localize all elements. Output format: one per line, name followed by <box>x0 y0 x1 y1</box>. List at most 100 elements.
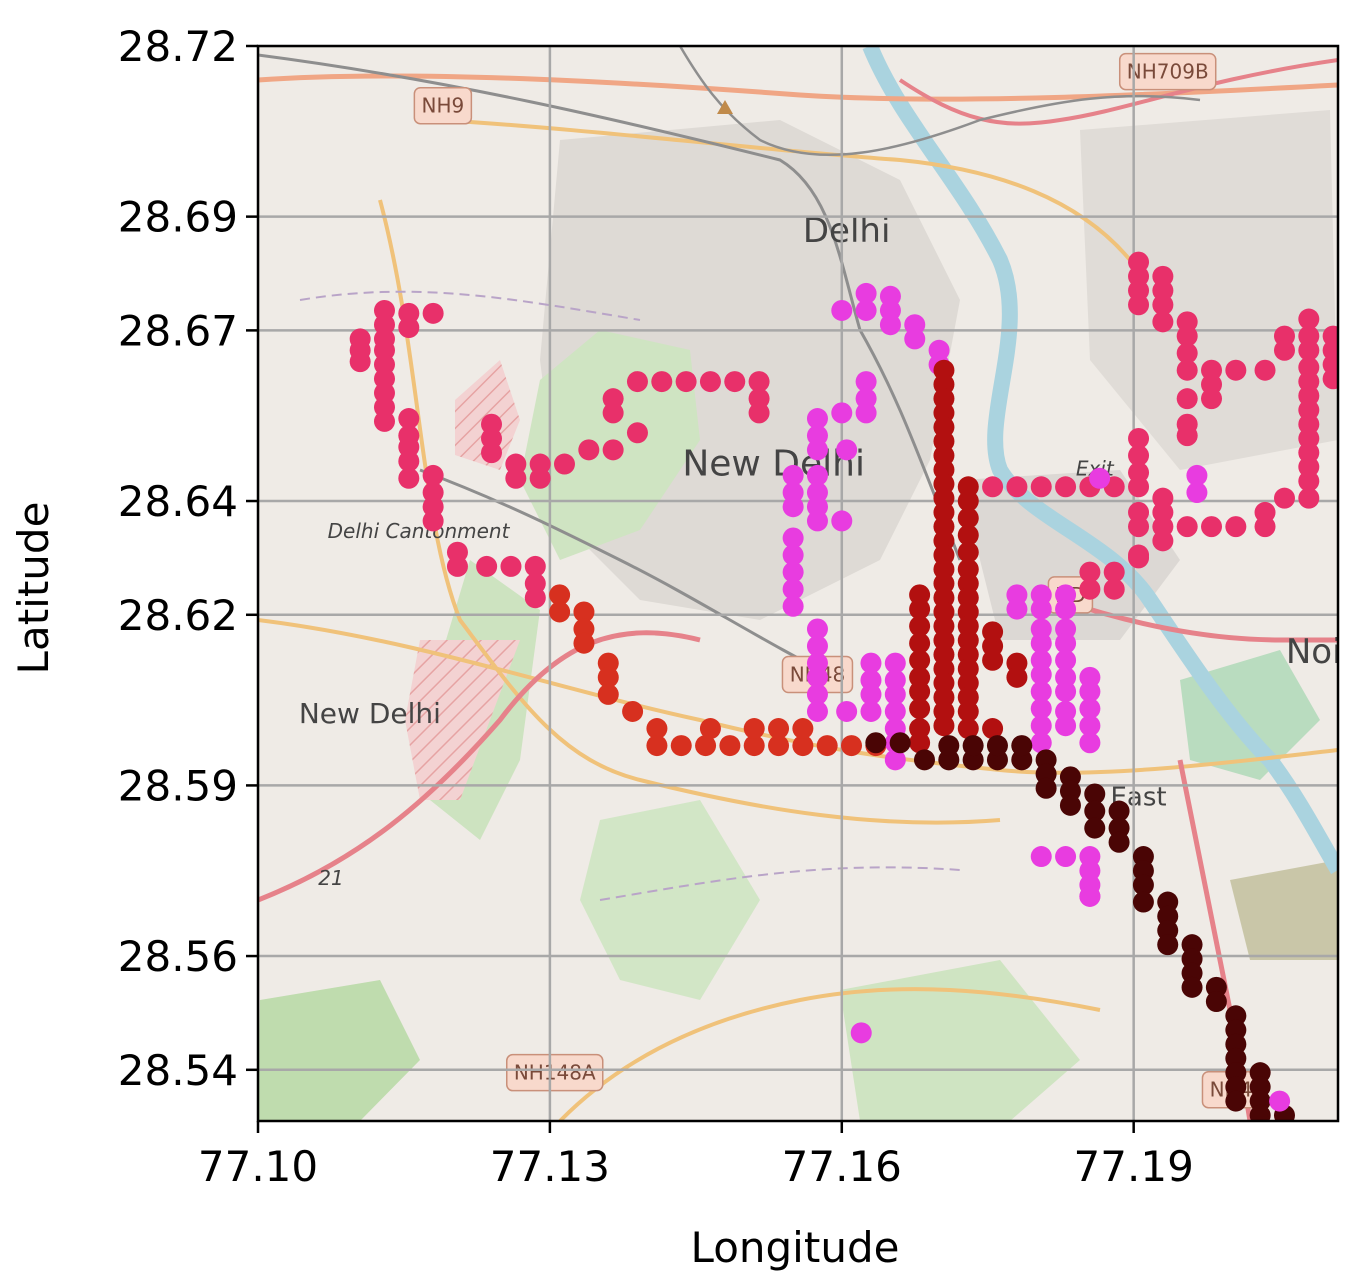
x-tick-label: 77.16 <box>782 1142 902 1191</box>
data-point <box>879 314 901 336</box>
data-point <box>349 351 371 373</box>
data-point <box>909 732 931 754</box>
y-axis: 28.72 28.69 28.67 28.64 28.62 28.59 28.56 28.54 <box>118 22 258 1095</box>
data-point <box>1011 735 1033 757</box>
highway-southwest <box>258 630 701 903</box>
y-tick-label: 28.56 <box>118 932 238 981</box>
data-point <box>1089 467 1111 489</box>
data-point <box>446 555 468 577</box>
data-point <box>699 718 721 740</box>
data-point <box>1084 800 1106 822</box>
data-point <box>553 453 575 475</box>
data-point <box>597 666 619 688</box>
cluster-southeast-tail <box>865 732 1295 1121</box>
data-point <box>889 732 911 754</box>
data-point <box>768 735 790 757</box>
data-point <box>1079 681 1101 703</box>
data-point <box>806 510 828 532</box>
cluster-east-branch <box>982 251 1338 600</box>
data-point <box>1186 481 1208 503</box>
data-point <box>622 700 644 722</box>
data-point <box>602 439 624 461</box>
data-point <box>1298 356 1320 378</box>
data-point <box>398 467 420 489</box>
data-point <box>1059 794 1081 816</box>
data-point <box>909 649 931 671</box>
data-point <box>1201 516 1223 538</box>
data-point <box>909 632 931 654</box>
cluster-west-loop <box>349 299 770 609</box>
cluster-central-spine <box>909 359 1028 754</box>
data-point <box>1055 649 1077 671</box>
data-point <box>1176 342 1198 364</box>
data-point <box>597 683 619 705</box>
data-point <box>913 749 935 771</box>
data-point <box>1030 732 1052 754</box>
data-point <box>476 555 498 577</box>
data-point <box>549 601 571 623</box>
data-point <box>909 698 931 720</box>
data-point <box>860 652 882 674</box>
data-point <box>1249 1104 1271 1121</box>
data-point <box>422 510 444 532</box>
data-point <box>850 1022 872 1044</box>
data-point <box>957 490 979 512</box>
data-point <box>782 527 804 549</box>
data-point <box>1225 516 1247 538</box>
data-point <box>1181 976 1203 998</box>
data-point <box>748 402 770 424</box>
data-point <box>1055 476 1077 498</box>
railway-west <box>419 468 841 682</box>
data-point <box>1079 698 1101 720</box>
data-point <box>904 328 926 350</box>
railway-northwest <box>678 46 1201 157</box>
road-northeast <box>898 58 1338 126</box>
data-point <box>1108 800 1130 822</box>
data-point <box>806 635 828 657</box>
map-label: New Delhi <box>299 697 441 730</box>
boundary-line-2 <box>599 866 961 901</box>
data-point <box>422 464 444 486</box>
ring-road-west <box>378 199 1001 825</box>
map-label: Noi <box>1286 632 1342 672</box>
data-point <box>398 408 420 430</box>
data-point <box>1157 934 1179 956</box>
data-point <box>1225 1090 1247 1112</box>
data-point <box>1006 598 1028 620</box>
data-point <box>1176 359 1198 381</box>
data-point <box>1152 294 1174 316</box>
data-point <box>806 618 828 640</box>
road-shield-label: NH148A <box>514 1061 596 1085</box>
data-point <box>1132 874 1154 896</box>
data-point <box>957 507 979 529</box>
data-point <box>1030 476 1052 498</box>
data-point <box>957 718 979 740</box>
data-point <box>1152 311 1174 333</box>
cluster-south-arc <box>549 584 887 757</box>
road-nh9 <box>258 73 1338 102</box>
data-point <box>1128 516 1150 538</box>
data-points <box>349 251 1338 1121</box>
data-point <box>602 388 624 410</box>
data-point <box>1030 664 1052 686</box>
data-point <box>1006 476 1028 498</box>
data-point <box>1055 846 1077 868</box>
data-point <box>806 700 828 722</box>
data-point <box>1079 732 1101 754</box>
data-point <box>1186 464 1208 486</box>
boundary-line-1 <box>299 290 641 321</box>
y-tick-label: 28.62 <box>118 591 238 640</box>
data-point <box>719 735 741 757</box>
data-point <box>1084 783 1106 805</box>
data-point <box>529 467 551 489</box>
x-axis-title: Longitude <box>691 1223 900 1272</box>
data-point <box>1084 817 1106 839</box>
data-point <box>1030 598 1052 620</box>
data-point <box>782 496 804 518</box>
data-point <box>1273 487 1295 509</box>
data-point <box>933 715 955 737</box>
cluster-outliers <box>850 885 1291 1112</box>
data-point <box>860 683 882 705</box>
data-point <box>1006 666 1028 688</box>
